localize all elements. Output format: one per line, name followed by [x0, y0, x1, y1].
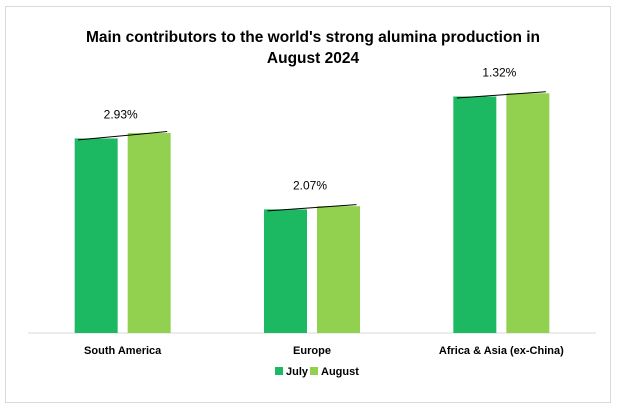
change-label-2: 2.07% [293, 178, 327, 192]
bar-august-1 [127, 133, 171, 333]
bar-august-2 [317, 206, 360, 333]
change-label-1: 2.93% [104, 107, 138, 121]
legend-label-august: August [321, 366, 359, 378]
category-label-2: Europe [293, 345, 331, 357]
legend-swatch-july [275, 367, 283, 375]
category-label-1: South America [84, 345, 162, 357]
bar-july-1 [74, 138, 118, 333]
bar-july-3 [453, 96, 497, 333]
trend-line-1 [78, 131, 168, 141]
trend-line-3 [456, 91, 546, 99]
legend-label-july: July [286, 366, 309, 378]
chart-title-line-2: August 2024 [266, 50, 360, 67]
chart-title: Main contributors to the world's strong … [0, 27, 626, 69]
bar-july-2 [264, 209, 307, 333]
legend-swatch-august [310, 367, 318, 375]
trend-line-2 [267, 204, 357, 212]
change-label-3: 1.32% [482, 66, 516, 80]
category-label-3: Africa & Asia (ex-China) [439, 345, 564, 357]
chart-title-line-1: Main contributors to the world's strong … [85, 29, 541, 46]
bar-august-3 [506, 93, 550, 334]
